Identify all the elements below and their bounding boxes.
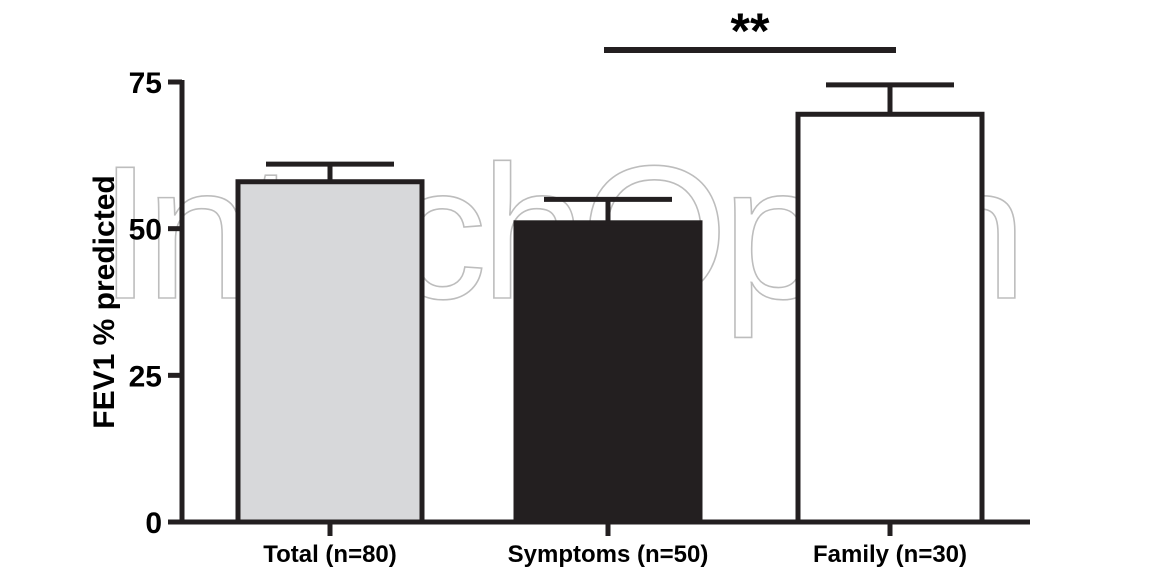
y-axis-title: FEV1 % predicted: [88, 175, 121, 428]
x-tick-label: Family (n=30): [813, 541, 967, 568]
bar: [795, 111, 985, 525]
y-tick-label: 25: [129, 360, 162, 393]
bar: [235, 179, 425, 525]
x-tick-label: Symptoms (n=50): [508, 541, 709, 568]
y-tick-label: 75: [129, 67, 162, 100]
y-tick-label: 0: [145, 507, 162, 540]
x-tick-label: Total (n=80): [263, 541, 397, 568]
y-tick-label: 50: [129, 214, 162, 247]
labels: 0 25 50 75 Total (n=80) Symptoms (n=50) Family…: [129, 3, 967, 568]
bar: [513, 220, 703, 525]
significance-label: **: [731, 3, 770, 59]
bars: [235, 82, 985, 525]
